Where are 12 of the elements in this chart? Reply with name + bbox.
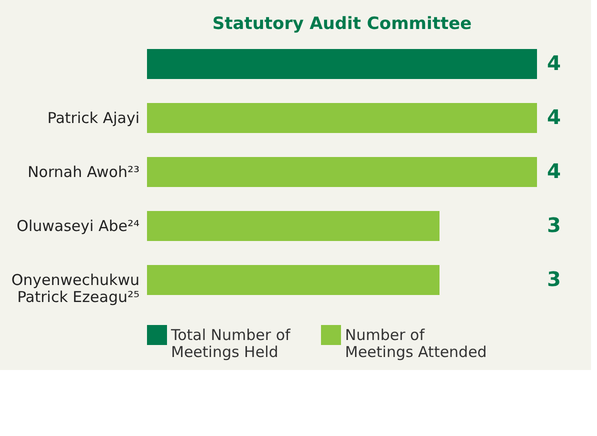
data-label: 3 bbox=[547, 213, 561, 237]
y-tick-label: Nornah Awoh²³ bbox=[28, 163, 140, 181]
y-tick-label: Oluwaseyi Abe²⁴ bbox=[16, 217, 140, 235]
y-tick-label: Onyenwechukwu Patrick Ezeagu²⁵ bbox=[11, 271, 140, 306]
data-label: 4 bbox=[547, 51, 561, 75]
chart-title: Statutory Audit Committee bbox=[212, 14, 472, 34]
legend-label: Total Number of Meetings Held bbox=[170, 326, 291, 361]
data-label: 4 bbox=[547, 105, 561, 129]
y-tick-label: Patrick Ajayi bbox=[47, 109, 140, 127]
legend-label: Number of Meetings Attended bbox=[345, 326, 487, 361]
data-label: 4 bbox=[547, 159, 561, 183]
data-label: 3 bbox=[547, 267, 561, 291]
